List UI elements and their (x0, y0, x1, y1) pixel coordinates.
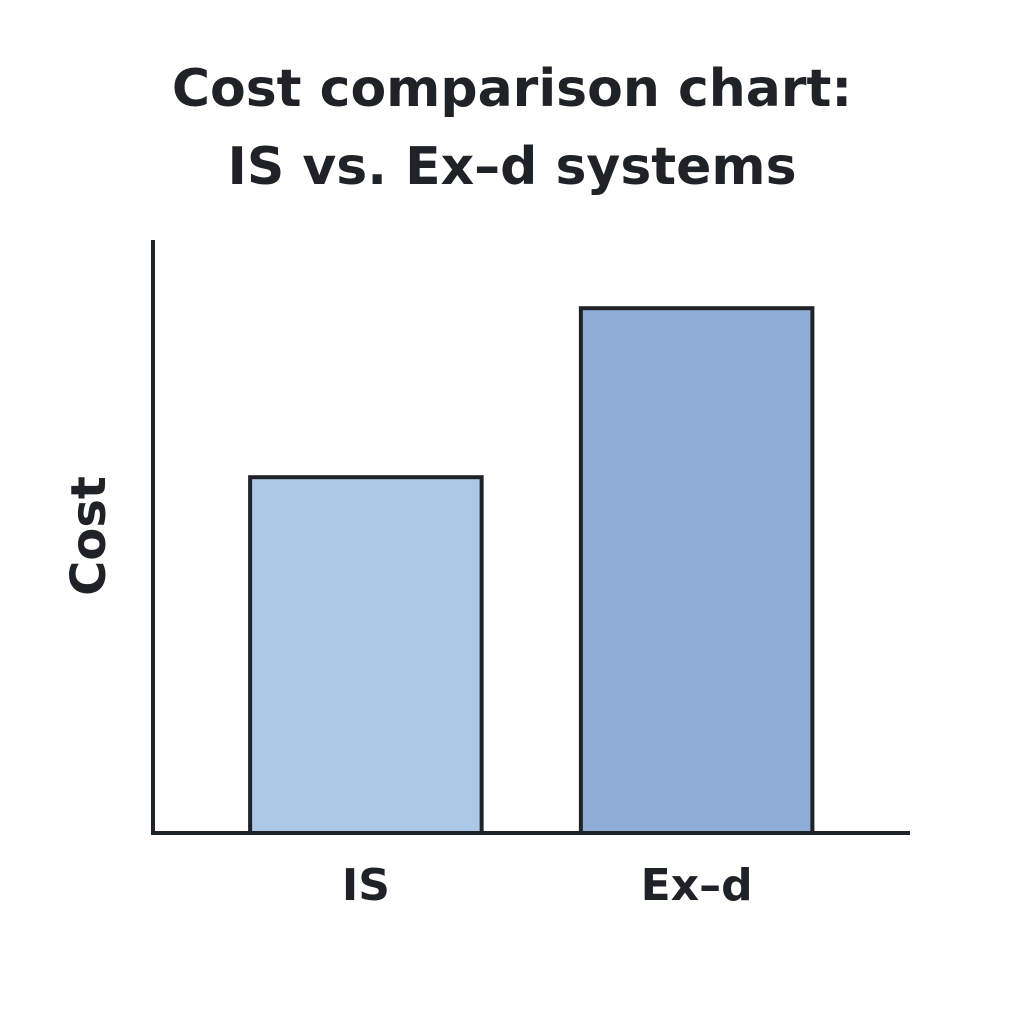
chart-title: Cost comparison chart: (172, 59, 852, 119)
bar (248, 475, 484, 835)
chart-title: IS vs. Ex–d systems (227, 137, 796, 197)
bar (578, 306, 815, 835)
y-axis-label: Cost (61, 476, 117, 596)
x-tick-label: Ex–d (641, 860, 753, 911)
x-tick-label: IS (342, 860, 390, 911)
